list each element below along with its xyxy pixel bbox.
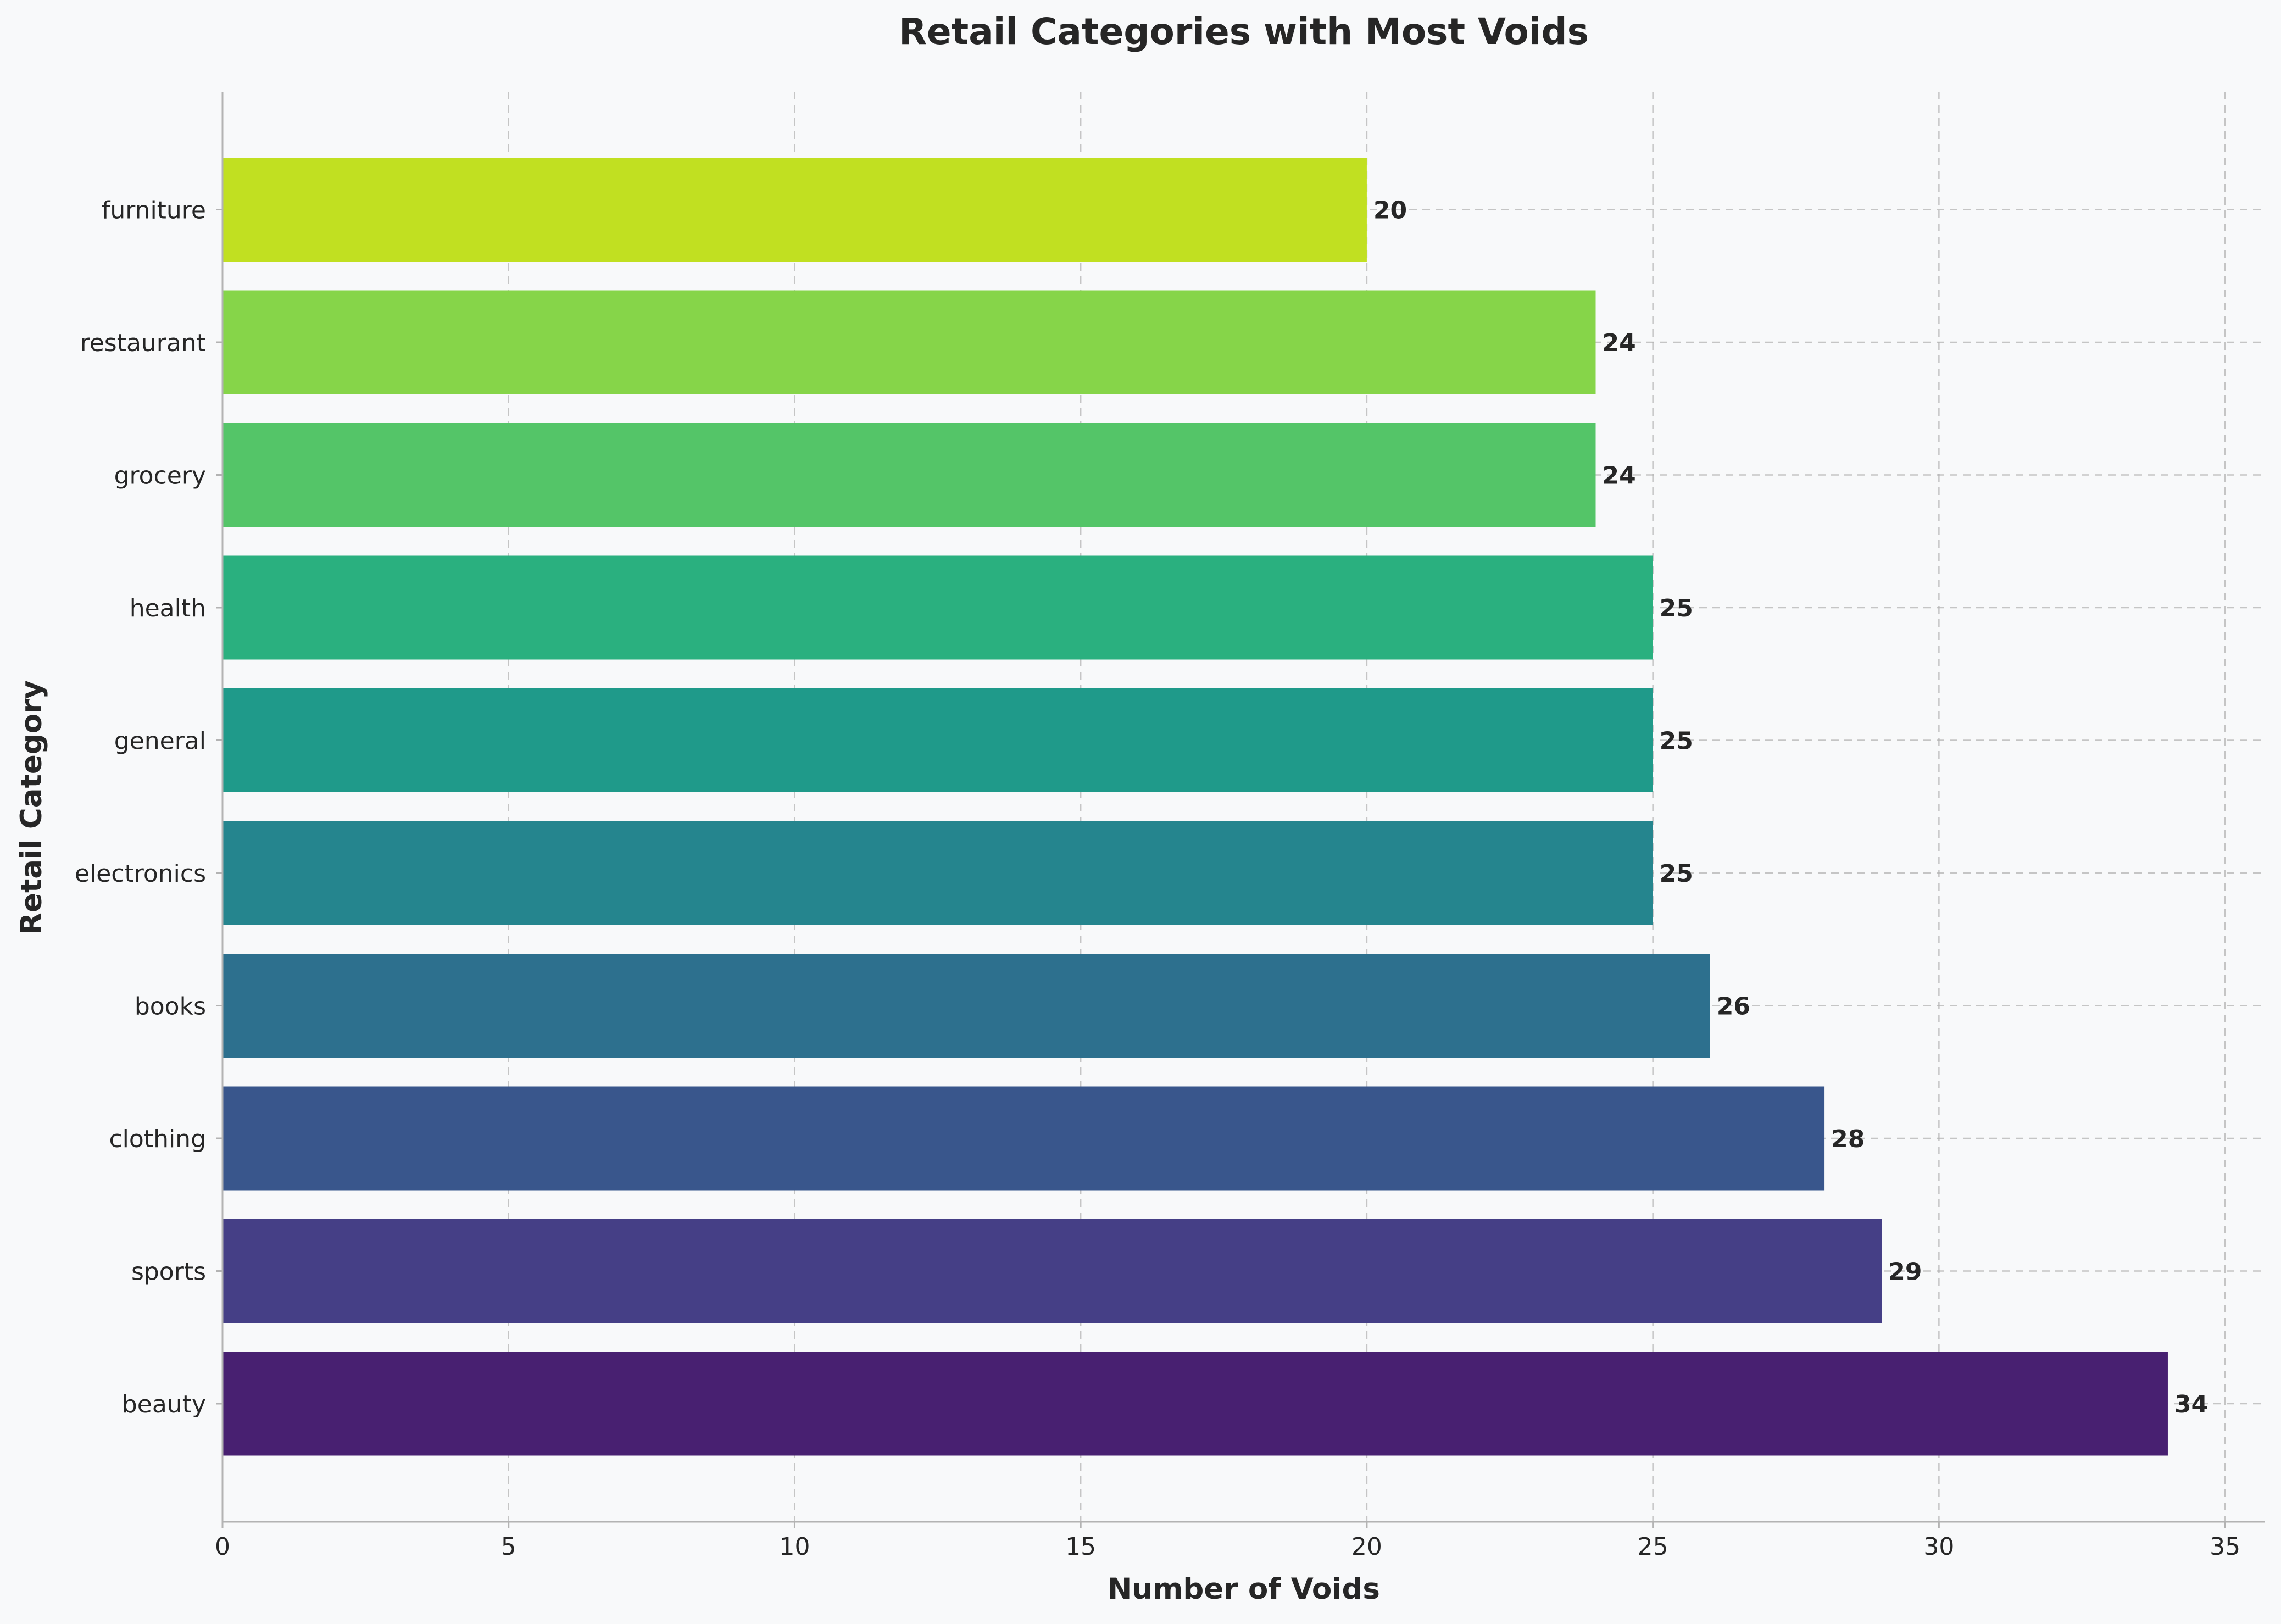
- data-label-restaurant: 24: [1602, 329, 1635, 357]
- bar-books: [222, 954, 1710, 1058]
- y-tick-label-restaurant: restaurant: [80, 329, 206, 357]
- y-tick-label-books: books: [135, 993, 206, 1021]
- x-tick-label: 0: [215, 1533, 230, 1561]
- data-label-health: 25: [1660, 594, 1693, 622]
- bar-health: [222, 555, 1653, 660]
- x-tick-label: 35: [2210, 1533, 2240, 1561]
- chart-title: Retail Categories with Most Voids: [899, 10, 1589, 53]
- x-axis-label: Number of Voids: [1108, 1572, 1380, 1606]
- bar-clothing: [222, 1086, 1825, 1191]
- y-tick-label-furniture: furniture: [102, 197, 206, 225]
- data-label-electronics: 25: [1660, 860, 1693, 888]
- data-label-grocery: 24: [1602, 462, 1635, 490]
- y-tick-label-health: health: [130, 594, 206, 622]
- y-tick-label-grocery: grocery: [114, 462, 206, 490]
- bar-beauty: [222, 1352, 2168, 1456]
- x-tick-label: 10: [779, 1533, 810, 1561]
- data-label-furniture: 20: [1373, 197, 1407, 225]
- data-label-clothing: 28: [1831, 1125, 1865, 1153]
- axes: [221, 92, 2265, 1523]
- y-tick-label-electronics: electronics: [75, 860, 206, 888]
- y-axis-label: Retail Category: [15, 680, 48, 935]
- bar-sports: [222, 1219, 1882, 1323]
- data-label-beauty: 34: [2174, 1391, 2208, 1419]
- bar-electronics: [222, 821, 1653, 925]
- data-labels: 34 29 28 26 25 25 25 24 24 20: [1373, 197, 2208, 1419]
- x-tick-label: 30: [1923, 1533, 1954, 1561]
- y-tick-label-beauty: beauty: [122, 1391, 206, 1419]
- y-axis-ticks: beauty sports clothing books electronics gene…: [75, 197, 222, 1419]
- bar-furniture: [222, 158, 1367, 262]
- data-label-sports: 29: [1888, 1258, 1922, 1286]
- x-tick-label: 25: [1638, 1533, 1668, 1561]
- x-axis-ticks: 0 5 10 15 20 25 30 35: [215, 1522, 2240, 1561]
- data-label-books: 26: [1717, 993, 1750, 1021]
- y-tick-label-general: general: [114, 727, 206, 755]
- x-tick-label: 15: [1065, 1533, 1096, 1561]
- x-tick-label: 20: [1351, 1533, 1382, 1561]
- y-tick-label-clothing: clothing: [109, 1125, 206, 1153]
- y-tick-label-sports: sports: [131, 1258, 206, 1286]
- bar-general: [222, 688, 1653, 792]
- bar-grocery: [222, 423, 1596, 527]
- bar-restaurant: [222, 290, 1596, 394]
- bars: [222, 158, 2168, 1456]
- x-tick-label: 5: [501, 1533, 516, 1561]
- data-label-general: 25: [1660, 727, 1693, 755]
